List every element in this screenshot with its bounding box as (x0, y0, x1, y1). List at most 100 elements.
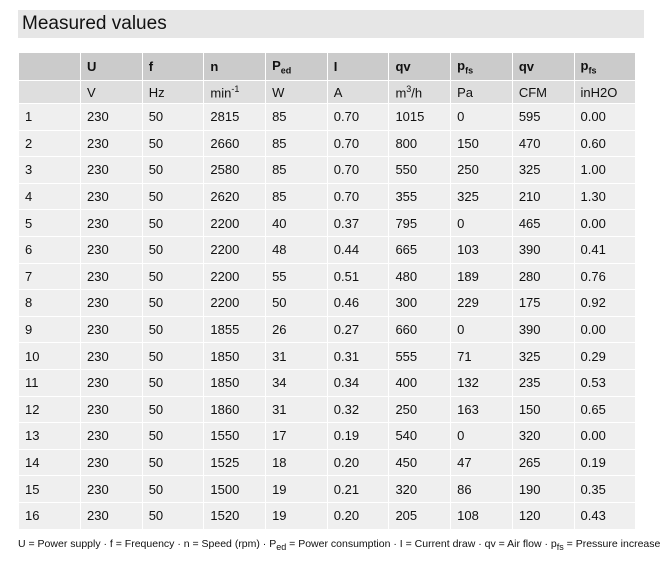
cell: 0.51 (326, 262, 390, 291)
cell: 0.43 (573, 501, 637, 530)
cell: 325 (511, 156, 575, 184)
cell: 50 (141, 368, 205, 397)
cell: 18 (265, 448, 328, 477)
cell: 325 (511, 342, 575, 370)
text: Pa (457, 84, 474, 100)
cell: 50 (141, 103, 205, 131)
data-row: 8 230 50 2200 50 0.46 300 229 175 0.92 (18, 289, 637, 317)
cell: 0.70 (326, 129, 390, 158)
cell: 85 (265, 156, 328, 184)
text: U = Power supply · f = Frequency · n = S… (18, 538, 277, 550)
header-cell: I (326, 52, 390, 81)
cell: 0.44 (326, 235, 390, 264)
cell: 71 (450, 342, 513, 370)
cell: 230 (80, 262, 143, 291)
header-cell: n (203, 52, 267, 81)
cell: 0.35 (573, 475, 637, 503)
cell: 230 (80, 235, 143, 264)
text: min (210, 85, 232, 101)
cell: 26 (265, 315, 328, 344)
cell: 265 (511, 448, 575, 477)
cell: 230 (80, 448, 143, 477)
cell: 6 (18, 235, 81, 264)
data-row: 11 230 50 1850 34 0.34 400 132 235 0.53 (18, 368, 637, 397)
cell: 229 (450, 289, 513, 317)
cell: 108 (450, 501, 513, 530)
cell: 0.00 (573, 209, 637, 237)
cell: 14 (18, 448, 81, 477)
cell: 50 (265, 289, 328, 317)
header-cell: pfs (450, 52, 513, 81)
cell: 50 (141, 262, 205, 291)
cell: 50 (141, 501, 205, 530)
cell: 1525 (203, 448, 267, 477)
cell: 50 (141, 235, 205, 264)
data-row: 12 230 50 1860 31 0.32 250 163 150 0.65 (18, 395, 637, 424)
text: = Power consumption · I = Current draw ·… (286, 538, 557, 550)
blank-cell (18, 80, 81, 104)
cell: 0.19 (573, 448, 637, 477)
subscript: fs (465, 65, 474, 76)
cell: 230 (80, 422, 143, 450)
header-cell: A (326, 80, 390, 104)
cell: 390 (511, 235, 575, 264)
cell: 0.20 (326, 448, 390, 477)
text: p (457, 57, 466, 73)
cell: 2200 (203, 262, 267, 291)
cell: 85 (265, 129, 328, 158)
data-row: 13 230 50 1550 17 0.19 540 0 320 0.00 (18, 422, 637, 450)
cell: 235 (511, 368, 575, 397)
cell: 0.65 (573, 395, 637, 424)
cell: 540 (388, 422, 452, 450)
cell: 0.27 (326, 315, 390, 344)
cell: 2200 (203, 289, 267, 317)
cell: 132 (450, 368, 513, 397)
subscript: ed (276, 542, 287, 553)
subscript: fs (588, 65, 597, 76)
cell: 50 (141, 395, 205, 424)
cell: 325 (450, 182, 513, 211)
cell: 47 (450, 448, 513, 477)
cell: 50 (141, 342, 205, 370)
cell: 230 (80, 103, 143, 131)
cell: 230 (80, 475, 143, 503)
cell: 665 (388, 235, 452, 264)
cell: 5 (18, 209, 81, 237)
cell: 50 (141, 448, 205, 477)
cell: 1015 (388, 103, 452, 131)
cell: 190 (511, 475, 575, 503)
header-cell: CFM (511, 80, 575, 104)
data-row: 9 230 50 1855 26 0.27 660 0 390 0.00 (18, 315, 637, 344)
cell: 0 (450, 422, 513, 450)
cell: 595 (511, 103, 575, 131)
cell: 2620 (203, 182, 267, 211)
cell: 2660 (203, 129, 267, 158)
header-cell: f (141, 52, 205, 81)
cell: 175 (511, 289, 575, 317)
header-cell: Ped (265, 52, 328, 81)
cell: 400 (388, 368, 452, 397)
superscript: -1 (231, 83, 240, 94)
cell: 0.70 (326, 182, 390, 211)
text: U (87, 59, 97, 74)
cell: 0.41 (573, 235, 637, 264)
cell: 50 (141, 289, 205, 317)
cell: 230 (80, 368, 143, 397)
text: P (272, 57, 281, 73)
text: = Pressure increase (563, 538, 661, 550)
text: CFM (518, 84, 547, 100)
cell: 86 (450, 475, 513, 503)
cell: 0 (450, 315, 513, 344)
cell: 50 (141, 315, 205, 344)
cell: 660 (388, 315, 452, 344)
cell: 250 (388, 395, 452, 424)
cell: 1850 (203, 368, 267, 397)
cell: 11 (18, 368, 81, 397)
header-cell: Pa (450, 80, 513, 104)
header-cell: W (265, 80, 328, 104)
cell: 0.60 (573, 129, 637, 158)
